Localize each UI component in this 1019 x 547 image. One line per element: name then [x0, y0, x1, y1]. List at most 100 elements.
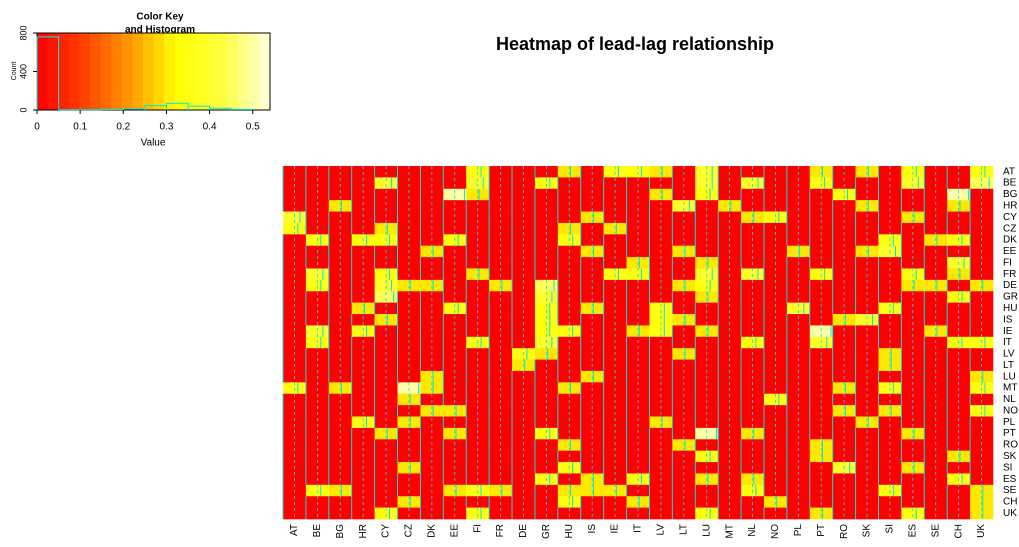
cell — [649, 439, 673, 451]
cell — [283, 279, 307, 292]
cell — [351, 416, 375, 429]
cell — [534, 177, 559, 190]
cell — [512, 416, 536, 429]
cell — [855, 325, 879, 338]
cell — [603, 393, 627, 406]
cell — [901, 279, 925, 292]
cell — [374, 200, 398, 212]
cell — [512, 325, 536, 338]
cell — [741, 439, 765, 451]
cell — [901, 211, 925, 224]
cell — [878, 302, 902, 315]
cell — [763, 200, 788, 212]
cell — [351, 439, 375, 451]
cell — [718, 211, 742, 224]
column-label: FI — [472, 524, 483, 533]
cell — [580, 211, 604, 224]
cell — [695, 405, 719, 417]
cell — [328, 200, 353, 212]
cell — [970, 279, 994, 292]
cell — [351, 302, 375, 315]
cell — [489, 439, 513, 451]
cell — [924, 507, 948, 520]
column-label: EE — [449, 524, 460, 538]
cell — [580, 314, 604, 326]
cell — [420, 279, 444, 292]
cell — [420, 325, 444, 338]
cell — [901, 405, 925, 417]
cell — [489, 507, 513, 520]
column-label: LT — [678, 524, 689, 535]
cell — [718, 279, 742, 292]
cell — [351, 427, 375, 440]
cell — [970, 200, 994, 212]
cell — [626, 188, 650, 201]
cell — [741, 279, 765, 292]
column-label: NO — [770, 524, 781, 539]
cell — [970, 405, 994, 417]
cell — [603, 211, 627, 224]
cell — [489, 200, 513, 212]
cell — [557, 439, 582, 451]
cell — [855, 302, 879, 315]
cell — [924, 177, 948, 190]
cell — [351, 279, 375, 292]
cell — [741, 302, 765, 315]
cell — [718, 188, 742, 201]
cell — [832, 405, 856, 417]
cell — [626, 177, 650, 190]
cell — [626, 416, 650, 429]
cell — [626, 291, 650, 303]
key-swatch — [58, 33, 70, 110]
cell — [763, 439, 788, 451]
cell — [351, 325, 375, 338]
cell — [970, 507, 994, 520]
key-x-tick-label: 0.5 — [246, 122, 260, 133]
cell — [832, 279, 856, 292]
cell — [809, 393, 833, 406]
cell — [534, 439, 559, 451]
cell — [855, 427, 879, 440]
cell — [695, 427, 719, 440]
cell — [420, 302, 444, 315]
cell — [718, 427, 742, 440]
cell — [626, 325, 650, 338]
cell — [809, 314, 833, 326]
cell — [603, 200, 627, 212]
cell — [305, 188, 330, 201]
cell — [855, 507, 879, 520]
cell — [970, 439, 994, 451]
cell — [786, 279, 811, 292]
key-swatch — [47, 33, 59, 110]
cell — [489, 279, 513, 292]
cell — [855, 177, 879, 190]
key-title: and Histogram — [125, 25, 195, 36]
cell — [443, 405, 467, 417]
cell — [489, 427, 513, 440]
cell — [603, 405, 627, 417]
cell — [305, 166, 330, 178]
cell — [420, 439, 444, 451]
cell — [649, 393, 673, 406]
cell — [603, 507, 627, 520]
row-label: ES — [1003, 474, 1017, 485]
cell — [580, 188, 604, 201]
cell — [305, 279, 330, 292]
cell — [855, 211, 879, 224]
cell — [420, 314, 444, 326]
cell — [947, 416, 971, 429]
cell — [603, 439, 627, 451]
cell — [878, 291, 902, 303]
cell — [718, 200, 742, 212]
cell — [374, 439, 398, 451]
cell — [626, 427, 650, 440]
cell — [626, 166, 650, 178]
cell — [489, 393, 513, 406]
cell — [603, 166, 627, 178]
cell — [832, 200, 856, 212]
key-swatch — [132, 33, 144, 110]
cell — [901, 166, 925, 178]
cell — [672, 416, 696, 429]
cell — [832, 291, 856, 303]
cell — [786, 302, 811, 315]
